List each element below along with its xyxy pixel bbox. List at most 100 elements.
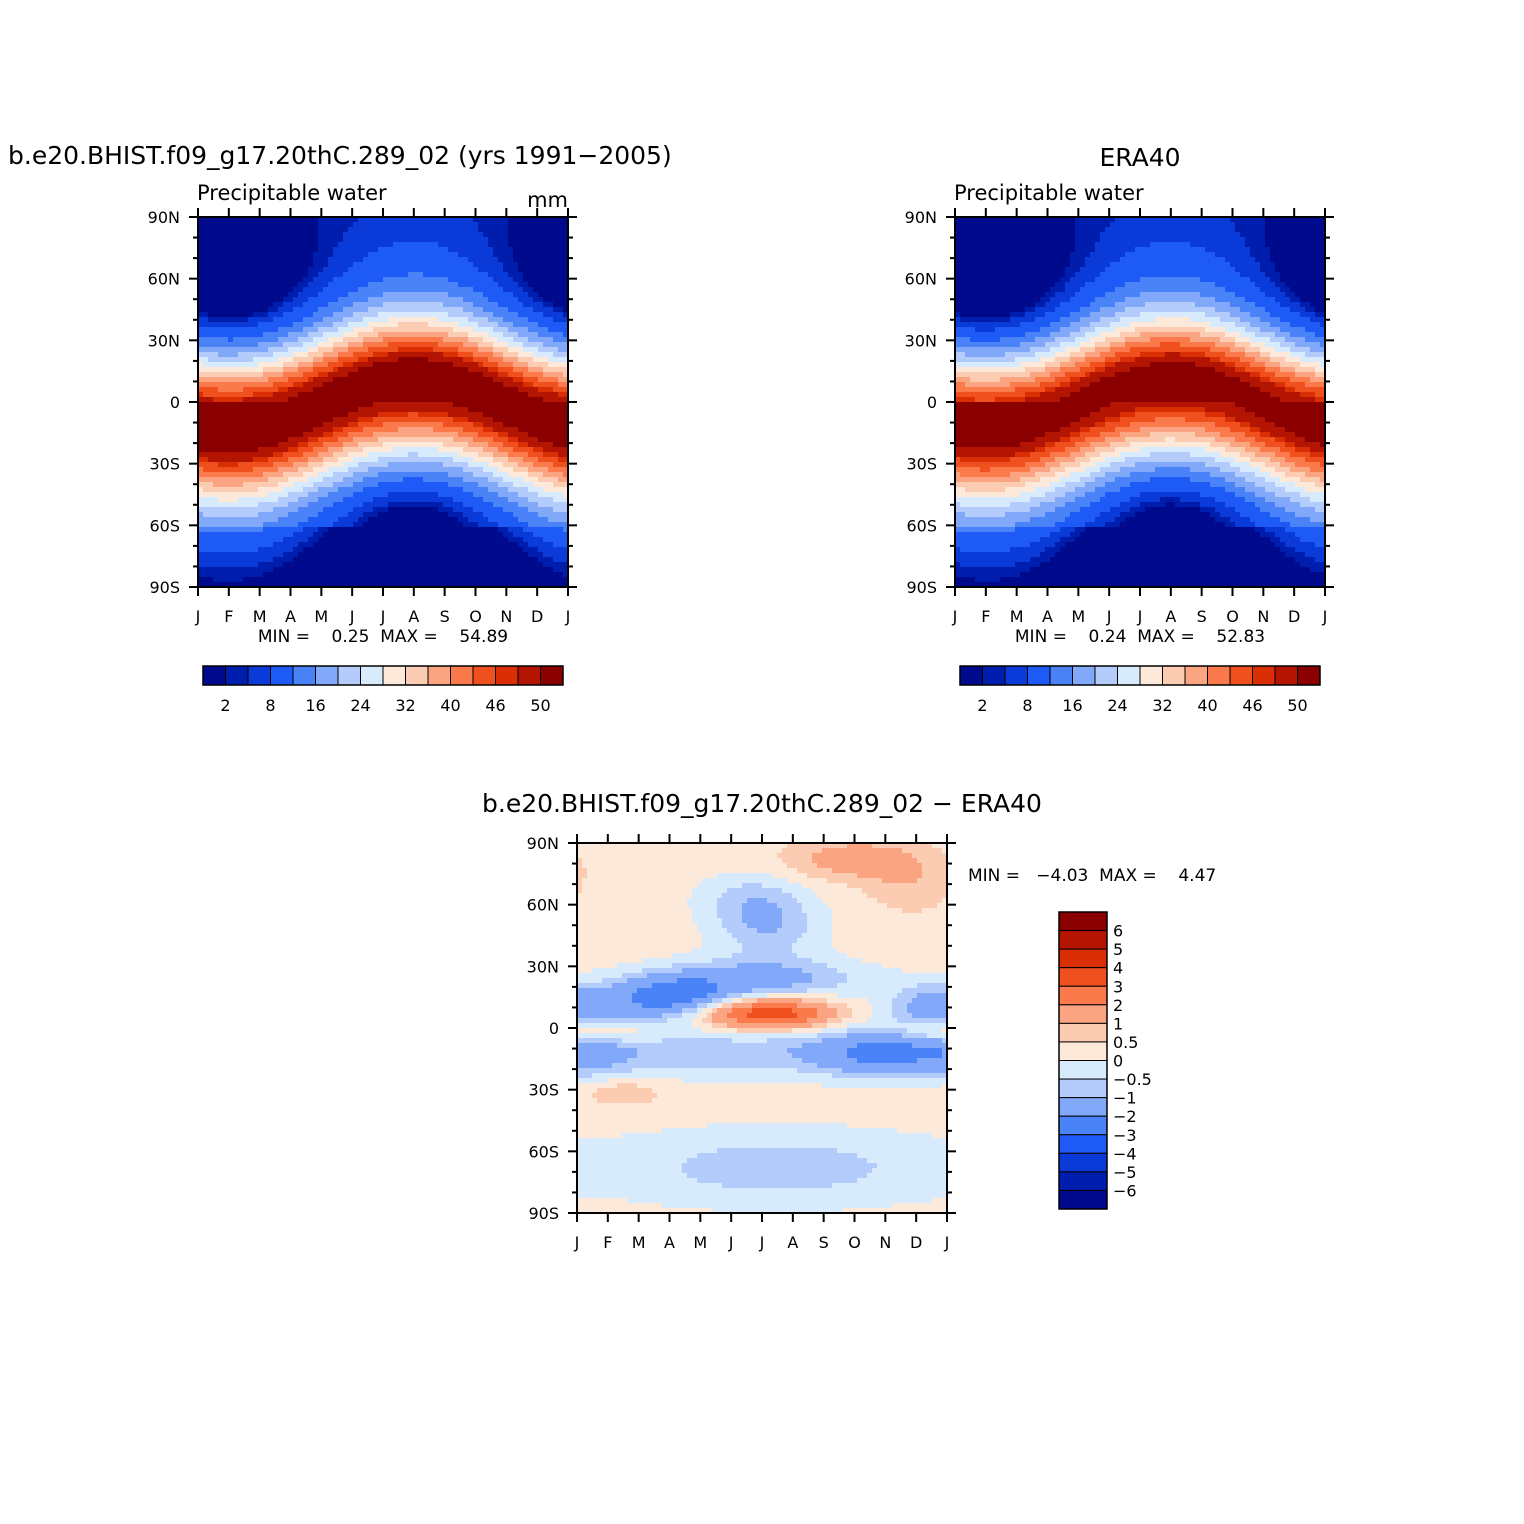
panel-era40-colorbar-label: 24: [1107, 696, 1127, 715]
panel-era40-colorbar-box: [959, 665, 983, 686]
panel-diff-colorbar-label: −3: [1113, 1126, 1137, 1145]
panel-model-colorbar-label: 8: [265, 696, 275, 715]
panel-diff-colorbar-label: −4: [1113, 1144, 1137, 1163]
panel-era40-colorbar: 2 8 16 24 32 40 46 50: [959, 665, 1321, 715]
panel-model-colorbar-box: [202, 665, 226, 686]
panel-model-y-tick-label: 90S: [149, 578, 180, 597]
panel-model-colorbar-box: [270, 665, 294, 686]
panel-diff-colorbar-box: [1058, 1022, 1108, 1043]
panel-model-y-tick-label: 30S: [149, 455, 180, 474]
panel-diff-min-max: MIN = −4.03 MAX = 4.47: [968, 866, 1216, 886]
panel-diff-colorbar-box: [1058, 930, 1108, 950]
panel-era40: ERA40 Precipitable water J F M A M J J A S O N D J90…: [905, 143, 1334, 715]
panel-era40-colorbar-box: [1229, 665, 1253, 686]
panel-era40-x-tick-label: A: [1042, 607, 1053, 626]
panel-diff-x-tick-label: S: [819, 1233, 829, 1252]
panel-era40-y-tick-label: 60N: [905, 270, 937, 289]
panel-model-colorbar-label: 16: [305, 696, 325, 715]
panel-diff-y-tick-label: 60S: [528, 1142, 559, 1161]
panel-era40-y-tick-label: 90S: [906, 578, 937, 597]
panel-era40-colorbar-label: 8: [1022, 696, 1032, 715]
panel-era40-x-tick-label: M: [1071, 607, 1085, 626]
panel-era40-colorbar-box: [1027, 665, 1051, 686]
panel-model-colorbar-box: [405, 665, 429, 686]
panel-era40-min-max: MIN = 0.24 MAX = 52.83: [1015, 627, 1265, 647]
panel-model-field: [198, 217, 568, 587]
panel-era40-colorbar-box: [982, 665, 1006, 686]
panel-era40-colorbar-box: [1094, 665, 1118, 686]
panel-model-x-tick-label: M: [253, 607, 267, 626]
panel-era40-x-tick-label: N: [1257, 607, 1269, 626]
panel-model-colorbar-box: [472, 665, 496, 686]
panel-era40-colorbar-label: 40: [1197, 696, 1217, 715]
panel-model-x-tick-label: M: [314, 607, 328, 626]
panel-model-x-tick-label: D: [531, 607, 543, 626]
panel-model-colorbar-box: [360, 665, 384, 686]
panel-diff-colorbar-box: [1058, 1171, 1108, 1191]
panel-era40-subtitle: Precipitable water: [954, 181, 1144, 205]
panel-era40-colorbar-label: 2: [977, 696, 987, 715]
panel-diff-y-tick-label: 30S: [528, 1081, 559, 1100]
panel-model-colorbar-label: 2: [220, 696, 230, 715]
panel-era40-colorbar-box: [1252, 665, 1276, 686]
panel-model-colorbar-box: [225, 665, 249, 686]
panel-diff-colorbar-box: [1058, 985, 1108, 1006]
panel-era40-field: [955, 217, 1325, 587]
panel-diff-colorbar-label: −0.5: [1113, 1070, 1152, 1089]
panel-diff-colorbar-box: [1058, 1115, 1108, 1136]
panel-era40-colorbar-label: 32: [1152, 696, 1172, 715]
panel-era40-colorbar-box: [1207, 665, 1231, 686]
panel-model-units: mm: [527, 188, 568, 212]
panel-diff-colorbar-label: 0.5: [1113, 1033, 1138, 1052]
panel-era40-x-tick-label: S: [1197, 607, 1207, 626]
panel-diff-colorbar-box: [1058, 1041, 1108, 1061]
panel-diff-colorbar-label: 1: [1113, 1014, 1123, 1033]
panel-era40-colorbar-box: [1072, 665, 1096, 686]
panel-model-x-tick-label: J: [195, 607, 201, 626]
panel-era40-y-tick-label: 30N: [905, 331, 937, 350]
panel-diff-colorbar-label: 4: [1113, 959, 1123, 978]
panel-model-colorbar-border: [202, 665, 564, 686]
panel-model-x-tick-label: O: [469, 607, 482, 626]
panel-era40-colorbar-box: [1162, 665, 1186, 686]
panel-model: b.e20.BHIST.f09_g17.20thC.289_02 (yrs 19…: [8, 141, 672, 715]
panel-era40-colorbar-box: [1184, 665, 1208, 686]
panel-diff-colorbar-box: [1058, 911, 1108, 932]
panel-model-colorbar-box: [450, 665, 474, 686]
panel-era40-x-tick-label: J: [1106, 607, 1112, 626]
panel-diff-colorbar-box: [1058, 948, 1108, 969]
panel-diff-x-tick-label: J: [759, 1233, 765, 1252]
panel-model-min-max: MIN = 0.25 MAX = 54.89: [258, 627, 508, 647]
panel-model-colorbar-box: [495, 665, 519, 686]
panel-era40-x-tick-label: J: [1322, 607, 1328, 626]
panel-model-colorbar-box: [292, 665, 316, 686]
panel-diff-y-tick-label: 90N: [527, 834, 559, 853]
panel-era40-x-tick-label: F: [981, 607, 990, 626]
panel-era40-contour-fill: [955, 217, 1325, 587]
panel-model-colorbar-box: [517, 665, 541, 686]
panel-diff-plot-area: [577, 843, 947, 1213]
panel-model-x-tick-label: F: [224, 607, 233, 626]
panel-model-y-tick-label: 30N: [148, 331, 180, 350]
panel-model-subtitle: Precipitable water: [197, 181, 387, 205]
panel-model-colorbar-label: 46: [485, 696, 505, 715]
panel-diff-colorbar-label: −6: [1113, 1181, 1137, 1200]
panel-diff-colorbar-label: 2: [1113, 996, 1123, 1015]
panel-model-colorbar: 2 8 16 24 32 40 46 50: [202, 665, 564, 715]
panel-model-colorbar-box: [427, 665, 451, 686]
panel-diff-y-tick-label: 0: [549, 1019, 559, 1038]
panel-model-x-tick-label: J: [565, 607, 571, 626]
panel-diff-x-tick-label: N: [879, 1233, 891, 1252]
panel-diff-colorbar-box: [1058, 967, 1108, 987]
panel-model-x-tick-label: A: [285, 607, 296, 626]
panel-era40-y-tick-label: 60S: [906, 516, 937, 535]
panel-era40-y-tick-label: 0: [927, 393, 937, 412]
panel-diff-field: [577, 843, 947, 1213]
panel-era40-plot-area: [955, 217, 1325, 587]
panel-diff-colorbar-label: 5: [1113, 940, 1123, 959]
panel-era40-colorbar-box: [1297, 665, 1321, 686]
